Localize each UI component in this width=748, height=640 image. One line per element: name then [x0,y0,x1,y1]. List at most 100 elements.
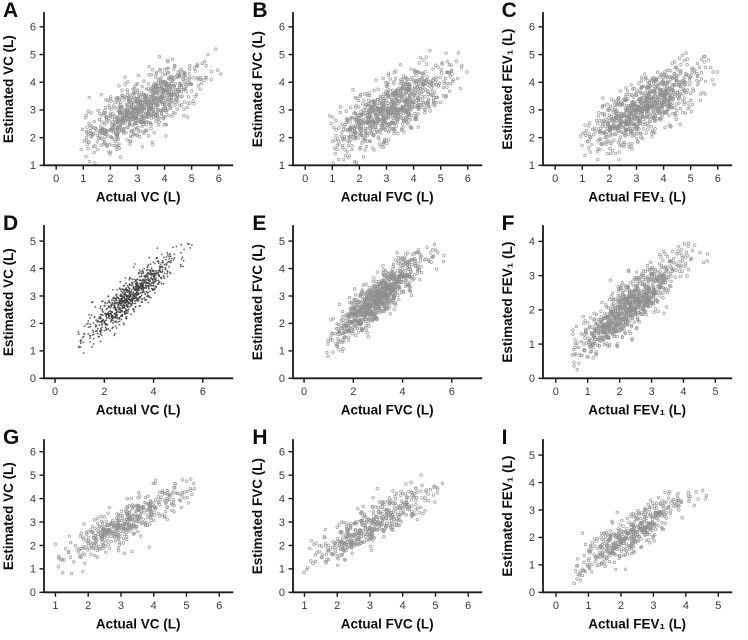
y-tick-label: 5 [30,236,36,248]
x-tick-label: 3 [367,599,373,611]
axes: 0 1 2 3 4 5 0 1 2 3 4 [529,225,732,398]
x-axis-title: Actual FVC (L) [341,616,434,631]
panel-letter-B: B [252,0,268,22]
y-axis-title: Estimated VC (L) [1,35,16,143]
panel-letter-F: F [501,212,515,236]
y-tick-label: 3 [279,105,285,117]
axes: 0 1 2 3 4 5 6 1 2 3 4 5 6 [529,12,732,185]
panel-D: D 0 2 4 6 0 1 2 3 4 5 Actual VC (L) Estimated VC (L… [0,212,249,426]
y-tick-label: 5 [279,236,285,248]
y-tick-label: 2 [30,132,36,144]
y-tick-label: 2 [529,132,535,144]
panel-A: A 0 1 2 3 4 5 6 1 2 3 4 5 6 Actual VC (L) Estimated VC… [0,0,249,213]
panel-letter-E: E [252,212,267,236]
x-tick-label: 6 [449,386,455,398]
y-tick-label: 5 [30,49,36,61]
y-tick-label: 0 [529,373,535,385]
x-tick-label: 5 [183,599,189,611]
panel-B: B 0 1 2 3 4 5 6 1 2 3 4 5 6 Actual FVC (L) Estimated F… [249,0,498,213]
y-axis-title: Estimated FEV₁ (L) [500,455,515,576]
x-tick-label: 0 [553,599,559,611]
x-tick-label: 1 [579,173,585,185]
y-tick-label: 0 [30,587,36,599]
y-tick-label: 2 [279,319,285,331]
y-tick-label: 1 [529,339,535,351]
x-axis-title: Actual VC (L) [96,403,181,418]
scatter-points [570,241,709,372]
scatter-plot-A: 0 1 2 3 4 5 6 1 2 3 4 5 6 Actual VC (L) Estimated VC (… [1,12,234,204]
x-tick-label: 5 [189,173,195,185]
x-axis-title: Actual FVC (L) [341,403,434,418]
panel-E: E 0 2 4 6 0 1 2 3 4 5 Actual FVC (L) Estimated FVC … [249,212,498,426]
y-tick-label: 5 [529,49,535,61]
y-tick-label: 3 [279,291,285,303]
y-tick-label: 5 [529,450,535,462]
y-tick-label: 2 [30,319,36,331]
x-tick-label: 5 [433,599,439,611]
x-tick-label: 6 [200,386,206,398]
scatter-plot-D: 0 2 4 6 0 1 2 3 4 5 Actual VC (L) Estimated VC (L) [1,225,234,418]
scatter-points [79,47,223,165]
y-axis-title: Estimated FEV₁ (L) [500,29,515,150]
scatter-plot-F: 0 1 2 3 4 5 0 1 2 3 4 Actual FEV₁ (L) Estimated FEV₁… [500,225,732,418]
y-tick-label: 1 [279,346,285,358]
x-tick-label: 4 [150,386,156,398]
y-tick-label: 3 [30,516,36,528]
x-tick-label: 2 [107,173,113,185]
scatter-points [328,48,469,166]
scatter-points [77,243,193,355]
panel-I: I 0 1 2 3 4 5 0 1 2 3 4 5 Actual FEV₁ (L) Estimated F… [499,425,748,640]
x-tick-label: 6 [216,173,222,185]
x-tick-label: 4 [680,386,686,398]
y-tick-label: 4 [529,77,535,89]
scatter-points [325,243,446,359]
x-tick-label: 6 [714,173,720,185]
y-axis-title: Estimated VC (L) [1,462,16,570]
y-tick-label: 6 [30,22,36,34]
y-tick-label: 3 [30,105,36,117]
y-tick-label: 6 [279,446,285,458]
x-tick-label: 5 [715,599,721,611]
panel-letter-H: H [252,425,268,449]
axes: 0 1 2 3 4 5 6 1 2 3 4 5 6 [279,12,483,185]
y-tick-label: 6 [529,22,535,34]
x-tick-label: 3 [118,599,124,611]
x-tick-label: 6 [466,599,472,611]
y-tick-label: 1 [279,563,285,575]
scatter-points [578,51,719,162]
y-axis-title: Estimated FVC (L) [250,31,265,147]
x-axis-title: Actual FVC (L) [341,189,434,204]
x-tick-label: 2 [334,599,340,611]
x-tick-label: 1 [584,386,590,398]
x-tick-label: 4 [660,173,666,185]
y-tick-label: 0 [279,587,285,599]
y-tick-label: 6 [30,446,36,458]
x-tick-label: 1 [52,599,58,611]
y-tick-label: 1 [529,559,535,571]
x-tick-label: 5 [438,173,444,185]
x-tick-label: 3 [650,599,656,611]
x-tick-label: 2 [357,173,363,185]
y-tick-label: 4 [30,493,36,505]
y-tick-label: 4 [279,264,285,276]
x-tick-label: 4 [151,599,157,611]
y-axis-title: Estimated FVC (L) [250,458,265,574]
y-tick-label: 1 [279,160,285,172]
x-tick-label: 0 [302,173,308,185]
scatter-points [572,488,708,585]
scatter-points [302,472,445,574]
x-tick-label: 1 [80,173,86,185]
panel-letter-C: C [501,0,517,22]
axes: 0 1 2 3 4 5 0 1 2 3 4 5 [529,438,732,611]
y-tick-label: 0 [529,587,535,599]
x-tick-label: 3 [633,173,639,185]
x-tick-label: 2 [618,599,624,611]
x-tick-label: 4 [162,173,168,185]
panel-letter-I: I [501,425,508,449]
y-tick-label: 0 [279,373,285,385]
x-tick-label: 0 [52,386,58,398]
y-tick-label: 4 [529,477,535,489]
x-tick-label: 6 [465,173,471,185]
y-tick-label: 1 [30,346,36,358]
